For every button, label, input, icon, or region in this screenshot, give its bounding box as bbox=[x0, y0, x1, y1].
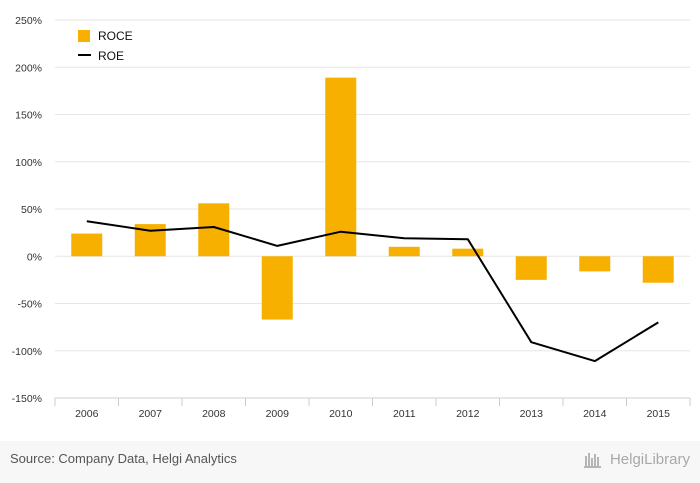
library-icon bbox=[583, 453, 601, 468]
roce-bar bbox=[71, 233, 103, 257]
x-tick-label: 2010 bbox=[329, 408, 353, 420]
roce-bar bbox=[261, 256, 293, 320]
x-tick-label: 2011 bbox=[393, 408, 416, 420]
roce-roe-chart: -150% -100% -50% 0% 50% 100% 150% 200% 250% 2006 2… bbox=[12, 15, 691, 420]
y-tick-label: 0% bbox=[27, 251, 42, 263]
y-tick-label: 250% bbox=[15, 15, 42, 27]
y-tick-label: 100% bbox=[15, 157, 42, 169]
y-tick-label: 50% bbox=[21, 204, 42, 216]
roce-bar bbox=[515, 256, 547, 280]
roce-bar bbox=[642, 256, 674, 283]
legend-label-roce: ROCE bbox=[98, 29, 133, 43]
brand-name: HelgiLibrary bbox=[609, 450, 690, 468]
y-tick-label: 150% bbox=[15, 110, 42, 122]
roce-bar bbox=[388, 246, 420, 257]
chart-footer: Source: Company Data, Helgi Analytics He… bbox=[0, 441, 700, 483]
legend: ROCE ROE bbox=[78, 29, 133, 63]
y-tick-label: -100% bbox=[12, 346, 42, 358]
x-tick-label: 2015 bbox=[647, 408, 671, 420]
x-tick-label: 2014 bbox=[583, 408, 607, 420]
legend-swatch-roce bbox=[78, 30, 90, 42]
roce-bar bbox=[325, 77, 357, 257]
y-tick-label: -150% bbox=[12, 393, 42, 405]
x-tick-label: 2009 bbox=[266, 408, 290, 420]
x-tick-label: 2008 bbox=[202, 408, 226, 420]
roce-bar bbox=[452, 248, 484, 257]
legend-label-roe: ROE bbox=[98, 49, 124, 63]
y-tick-label: -50% bbox=[17, 299, 42, 311]
roce-bar bbox=[579, 256, 611, 272]
roe-line bbox=[86, 220, 659, 363]
y-tick-label: 200% bbox=[15, 62, 42, 74]
x-tick-label: 2013 bbox=[520, 408, 544, 420]
x-tick-label: 2006 bbox=[75, 408, 99, 420]
x-tick-label: 2007 bbox=[139, 408, 163, 420]
brand-logo[interactable]: HelgiLibrary bbox=[583, 450, 690, 468]
source-note: Source: Company Data, Helgi Analytics bbox=[10, 451, 237, 466]
x-tick-label: 2012 bbox=[456, 408, 480, 420]
